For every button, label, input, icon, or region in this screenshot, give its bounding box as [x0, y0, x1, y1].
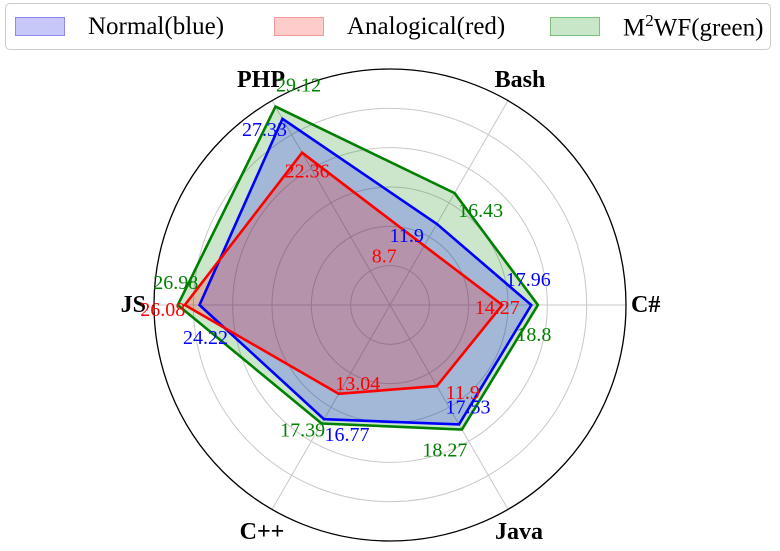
grid-spoke — [389, 100, 509, 306]
series-line-1 — [197, 116, 533, 426]
category-label: Java — [495, 519, 543, 545]
series-fill-0 — [177, 106, 538, 430]
category-label: PHP — [237, 67, 285, 93]
radar-grid — [153, 68, 627, 542]
data-label: 11.9 — [390, 225, 424, 247]
legend-item-m2wf: M2WF(green) — [550, 4, 763, 49]
data-label: 24.22 — [183, 327, 228, 349]
legend-label-normal: Normal(blue) — [88, 12, 225, 40]
data-label: 16.77 — [325, 424, 370, 446]
category-label: JS — [121, 292, 146, 318]
data-label: 27.33 — [242, 119, 287, 141]
data-label: 18.8 — [516, 324, 551, 346]
data-label: 16.43 — [458, 200, 503, 222]
legend-swatch-m2wf — [550, 17, 600, 36]
outer-circle — [153, 68, 627, 542]
legend-label-analogical: Analogical(red) — [347, 12, 506, 40]
legend-item-normal: Normal(blue) — [15, 4, 224, 49]
data-label: 22.36 — [285, 161, 330, 183]
data-label: 18.27 — [422, 440, 467, 462]
data-label: 14.27 — [475, 297, 520, 319]
category-labels: PHP Bash C# Java C++ JS — [121, 67, 661, 545]
series-fill-2 — [184, 152, 503, 394]
data-label: 26.98 — [153, 272, 198, 294]
legend-swatch-normal — [15, 17, 65, 36]
series-fill-1 — [199, 118, 532, 425]
data-label: 8.7 — [372, 246, 397, 268]
grid-spoke — [271, 304, 391, 510]
series-line-2 — [182, 150, 505, 396]
data-label: 26.08 — [140, 299, 185, 321]
legend-label-m2wf: M2WF(green) — [623, 10, 764, 42]
legend-swatch-analogical — [274, 17, 324, 36]
data-label: 29.12 — [276, 75, 321, 97]
category-label: C# — [631, 292, 660, 318]
data-label: 11.9 — [446, 382, 480, 404]
grid-spoke — [389, 304, 509, 510]
category-label: C++ — [240, 519, 285, 545]
legend-item-analogical: Analogical(red) — [274, 4, 505, 49]
category-label: Bash — [495, 67, 546, 93]
radar-series — [176, 104, 540, 431]
grid-spoke — [271, 100, 391, 306]
data-labels: 29.1216.4318.818.2717.3926.9827.3311.917… — [140, 75, 551, 462]
legend: Normal(blue) Analogical(red) M2WF(green) — [5, 3, 771, 50]
data-label: 17.39 — [280, 420, 325, 442]
data-label: 17.53 — [446, 396, 491, 418]
data-label: 17.96 — [506, 269, 551, 291]
series-line-0 — [176, 104, 540, 431]
data-label: 13.04 — [335, 373, 380, 395]
